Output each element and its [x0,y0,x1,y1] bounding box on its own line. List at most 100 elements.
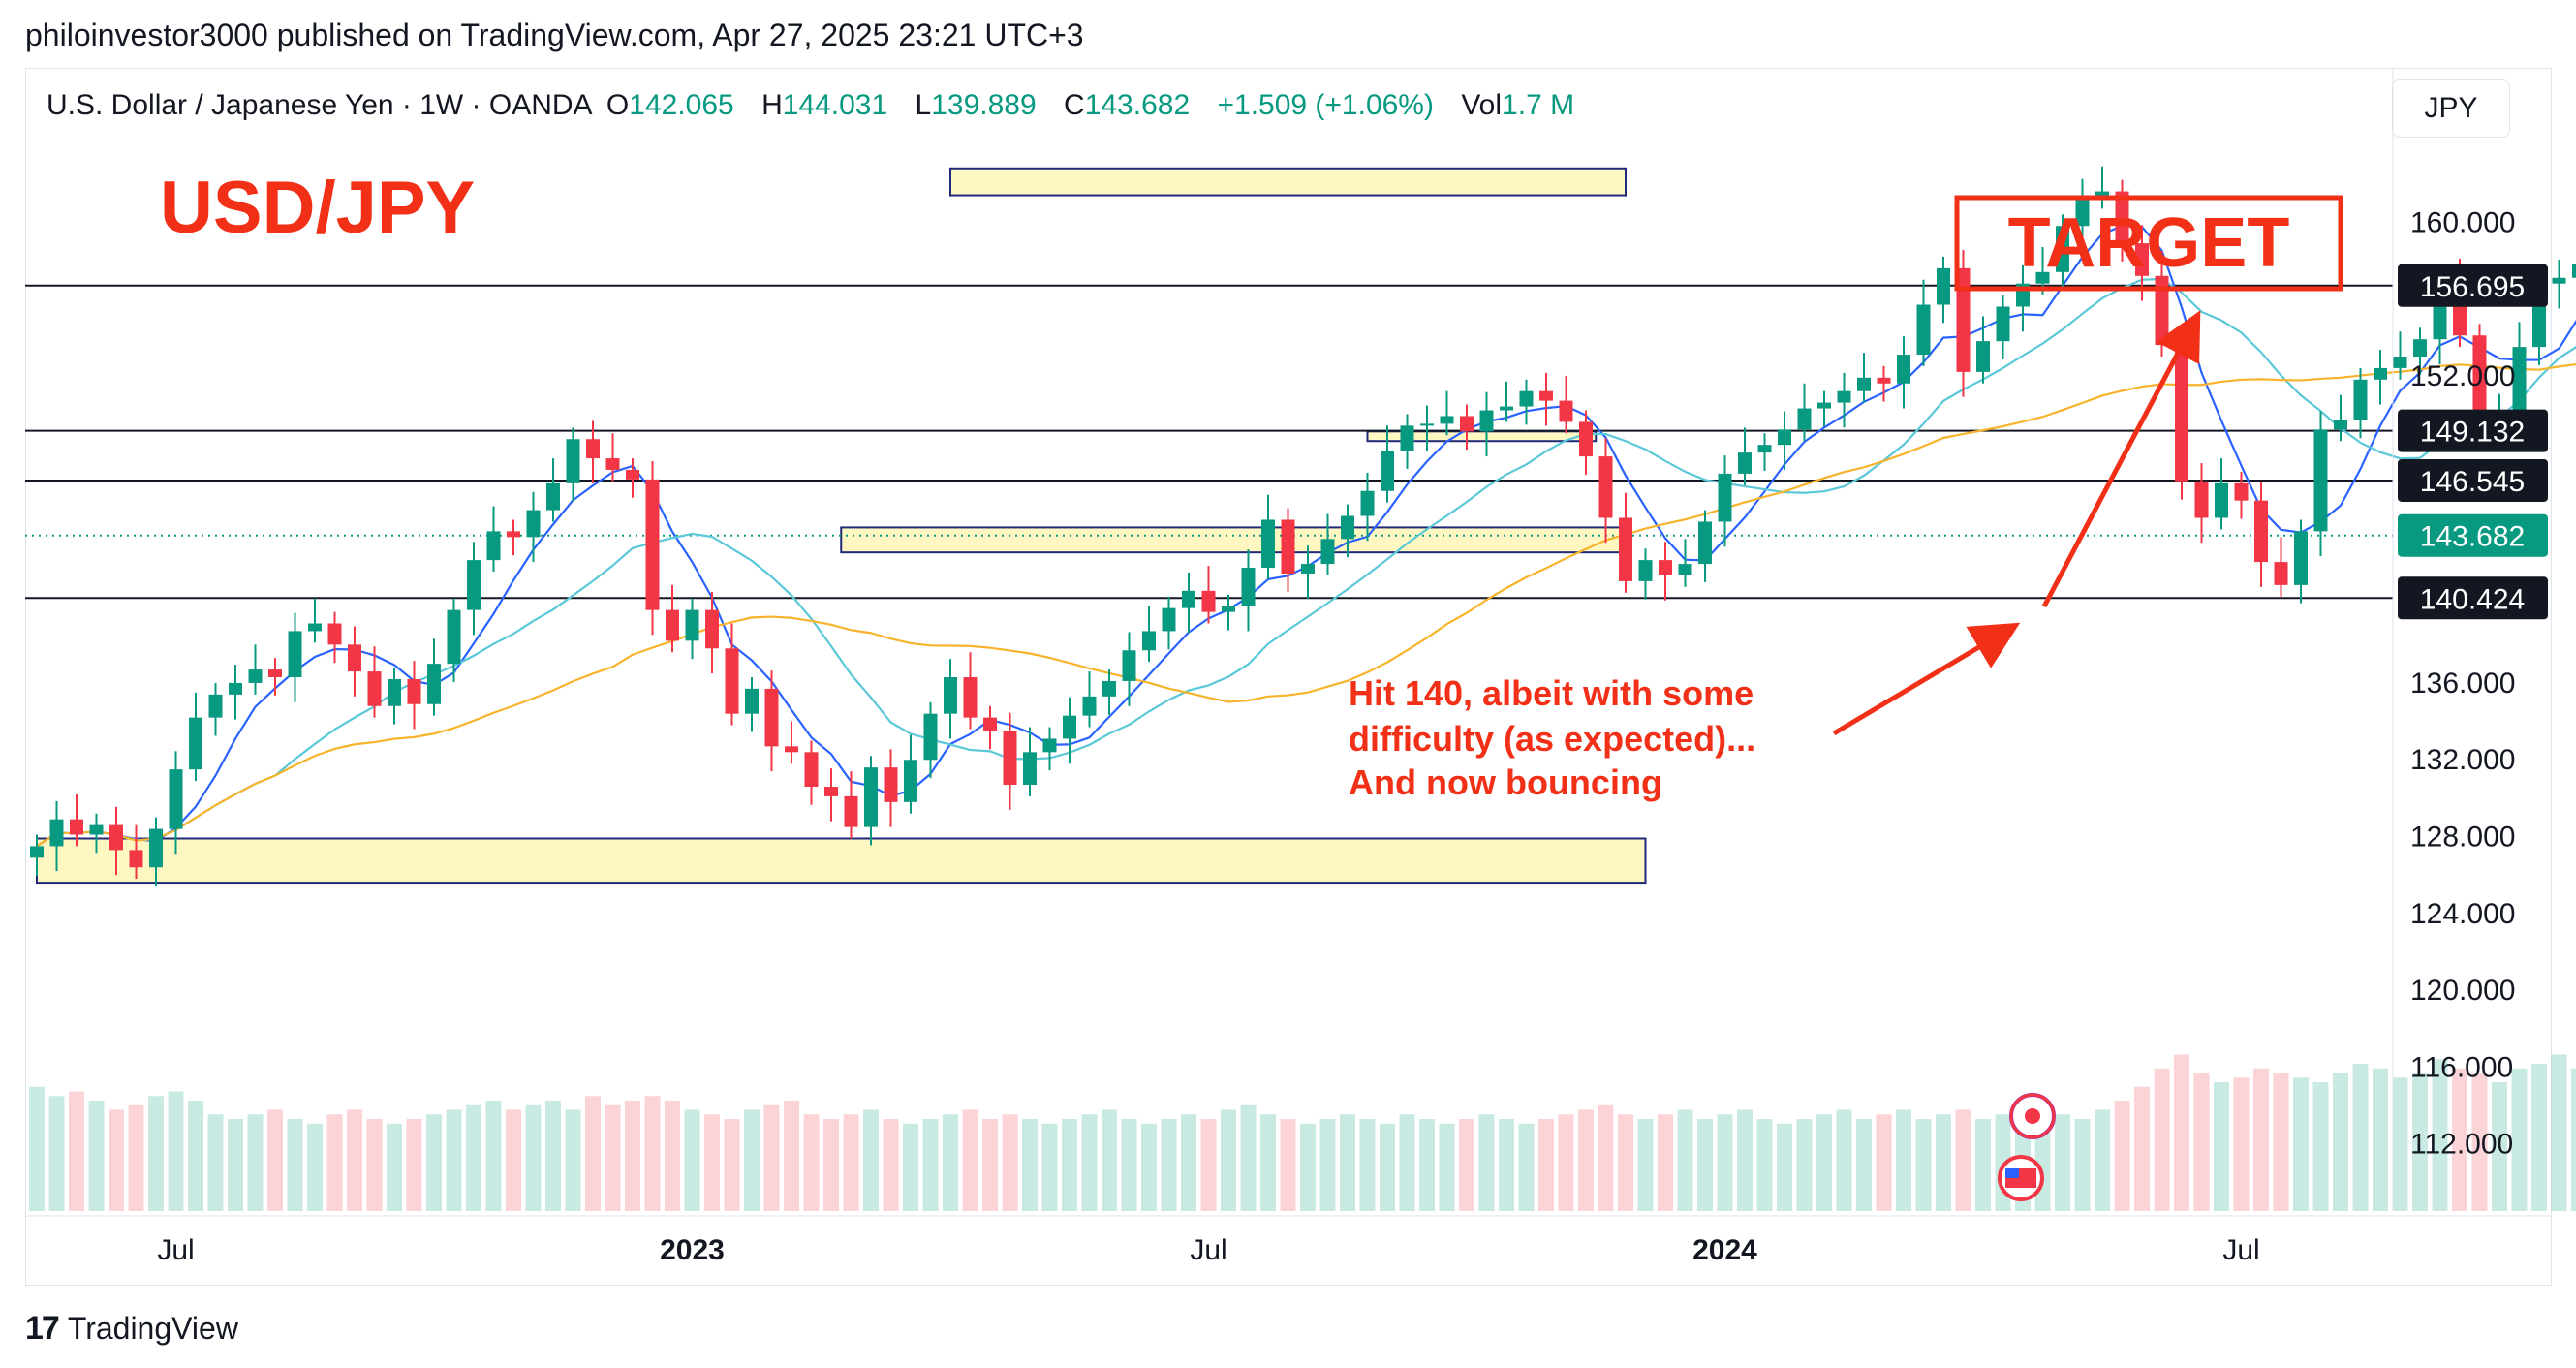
publisher-line: philoinvestor3000 published on TradingVi… [25,17,1084,52]
candle-body [1956,267,1971,372]
volume-bar [883,1119,899,1211]
candle-body [2115,191,2129,244]
candle-body [1440,416,1454,424]
price-axis[interactable]: 160.000 152.000 136.000 132.000 128.000 124.0… [2392,68,2548,1211]
arrow-to-target [2041,310,2201,608]
candle-body [2075,197,2090,227]
volume-bar [565,1109,581,1211]
candle-body [1261,519,1275,569]
candle-body [944,677,957,714]
candle-body [229,682,242,695]
currency-button[interactable]: JPY [2392,79,2510,138]
candle-body [1023,752,1037,785]
volume-bar [2373,1068,2388,1211]
support-resistance-zone [840,526,1627,554]
time-tick-label: 2024 [1692,1234,1757,1266]
candle-body [685,609,699,641]
candle-body [666,609,679,641]
volume-bar [1518,1123,1535,1211]
arrow-to-low [1832,622,2021,736]
low-label: L [915,89,932,121]
candle-body [864,767,878,827]
volume-bar [1915,1119,1932,1211]
candle-body [407,678,421,704]
volume-bar [1300,1123,1316,1211]
time-axis[interactable]: Jul2023Jul2024Jul2025Jul [25,1215,2576,1266]
volume-value: 1.7 M [1502,89,1575,121]
candle-body [2135,243,2149,276]
level-price-label: 156.695 [2420,271,2525,303]
volume-bar [1181,1114,1196,1211]
volume-bar [1658,1114,1673,1211]
candle-body [2155,275,2169,346]
volume-bar [1240,1104,1257,1211]
candles-layer [30,166,2576,886]
event-flag-dot-icon [2025,1108,2040,1124]
volume-bar [1955,1109,1971,1211]
candle-body [1381,451,1394,491]
volume-bar [903,1123,918,1211]
volume-bar [1121,1119,1137,1211]
volume-bar [267,1109,283,1211]
candle-body [1539,390,1553,401]
volume-bar [1975,1119,1991,1211]
candle-body [1519,390,1534,407]
candle-body [566,439,580,483]
volume-bar [2114,1101,2130,1211]
candle-body [1659,560,1672,575]
volume-bar [704,1114,720,1211]
volume-bar [744,1109,760,1211]
candle-body [1420,423,1434,426]
candle-body [427,664,441,704]
volume-bar [1578,1109,1594,1211]
volume-bar [1896,1109,1911,1211]
candle-body [745,688,759,714]
volume-bar [506,1109,521,1211]
symbol-legend: U.S. Dollar / Japanese Yen · 1W · OANDA … [47,89,1594,122]
candle-body [1797,408,1812,430]
candle-body [725,648,739,714]
volume-bar [2233,1077,2250,1211]
volume-bar [2392,1077,2408,1211]
candle-body [1678,564,1692,575]
volume-bar [307,1123,323,1211]
volume-bar [1538,1119,1554,1211]
candle-body [2353,379,2368,420]
candle-body [1460,416,1474,432]
volume-bar [247,1114,264,1211]
candle-body [1837,390,1851,403]
candle-body [1698,521,1712,565]
candle-body [1122,650,1136,681]
candle-body [1281,519,1295,574]
volume-bar [1399,1114,1415,1211]
volume-bar [525,1104,542,1211]
volume-bar [2432,1059,2448,1211]
volume-bar [1737,1109,1753,1211]
volume-bar [1717,1114,1733,1211]
candle-body [844,795,858,827]
chart-frame [25,68,2552,1286]
open-value: 142.065 [629,89,734,121]
volume-bar [88,1101,105,1211]
ma-slow-line [36,363,2576,848]
candle-body [288,631,302,678]
event-flags[interactable] [1998,1093,2056,1201]
price-tick-label: 112.000 [2410,1129,2513,1161]
candle-body [348,644,361,672]
candle-body [1897,355,1910,384]
event-flag-icon[interactable] [2009,1093,2056,1139]
candle-body [486,531,501,561]
time-tick-label: Jul [157,1234,194,1266]
volume-bar [1558,1114,1574,1211]
candle-body [1718,473,1732,522]
volume-bar [2551,1054,2567,1211]
volume-bar [1260,1114,1276,1211]
candle-body [626,469,639,480]
volume-bar [2571,1068,2576,1211]
candle-body [327,623,342,645]
price-tick-label: 136.000 [2410,668,2515,700]
tradingview-logo[interactable]: 17 TradingView [25,1310,238,1348]
candle-body [208,694,223,718]
symbol-description[interactable]: U.S. Dollar / Japanese Yen · 1W · OANDA [47,89,593,121]
